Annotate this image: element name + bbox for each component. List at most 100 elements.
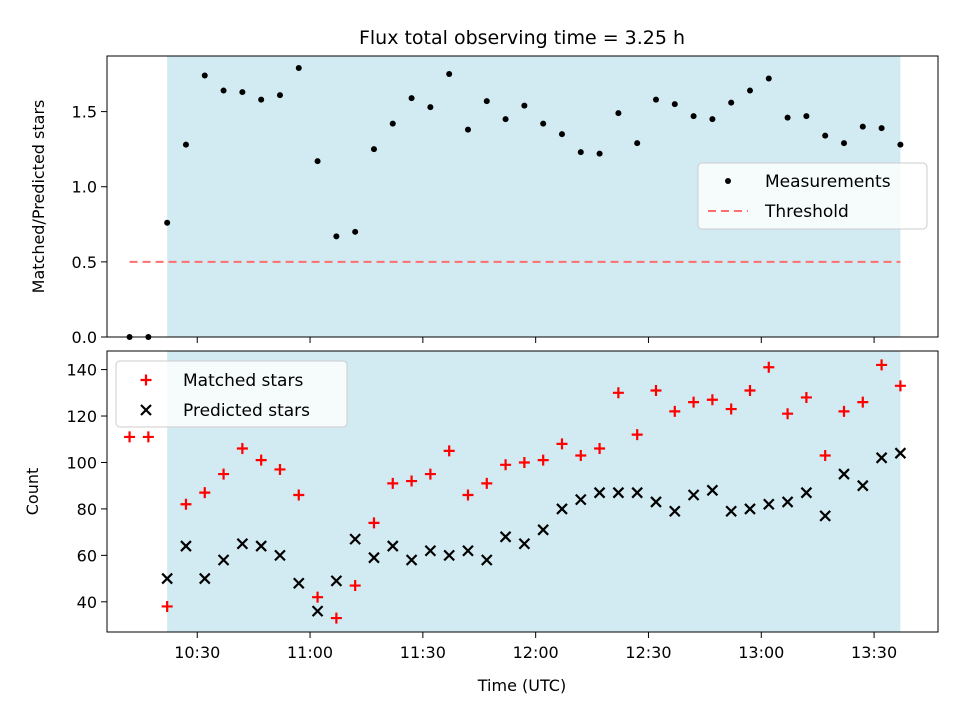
predicted-star-point <box>386 540 399 552</box>
measurement-point <box>671 101 678 108</box>
matched-star-point <box>763 361 775 373</box>
legend-label-measurements: Measurements <box>765 172 891 192</box>
matched-star-point <box>161 600 173 612</box>
legend-marker-measurements <box>725 178 731 184</box>
matched-star-point <box>669 405 681 417</box>
measurement-point <box>164 219 171 226</box>
y-tick-label: 1.5 <box>72 103 97 122</box>
measurement-point <box>897 141 904 148</box>
predicted-star-point <box>518 537 531 550</box>
measurement-point <box>822 132 829 139</box>
matched-star-point <box>218 468 230 480</box>
measurement-point <box>427 104 434 111</box>
measurement-point <box>615 110 622 117</box>
matched-star-point <box>857 396 869 408</box>
measurement-point <box>709 116 716 123</box>
matched-star-point <box>706 394 718 406</box>
predicted-star-point <box>537 524 549 536</box>
predicted-star-point <box>236 537 249 550</box>
matched-star-point <box>387 477 399 489</box>
matched-star-point <box>744 384 756 396</box>
predicted-star-point <box>405 554 418 566</box>
measurement-point <box>201 72 208 79</box>
legend-marker-matched <box>140 374 152 386</box>
predicted-star-point <box>725 505 737 518</box>
matched-star-point <box>255 454 267 466</box>
measurement-point <box>540 120 547 127</box>
matched-star-point <box>612 387 624 399</box>
measurement-point <box>596 150 603 157</box>
predicted-star-point <box>763 498 775 511</box>
x-tick-label: 10:30 <box>174 643 220 662</box>
measurement-point <box>239 89 246 96</box>
measurement-point <box>878 125 885 132</box>
predicted-star-point <box>481 554 493 566</box>
matched-star-point <box>537 454 549 466</box>
predicted-star-point <box>894 447 907 459</box>
matched-star-point <box>199 487 211 499</box>
measurement-point <box>502 116 509 123</box>
predicted-star-point <box>687 489 700 501</box>
predicted-star-point <box>857 479 869 492</box>
count-panel: 40 60 80 100 120 140 10:30 11:00 11:30 12:00 12:30… <box>23 350 939 662</box>
matched-star-point <box>293 489 305 501</box>
matched-star-point <box>312 591 324 603</box>
matched-star-point <box>838 405 850 417</box>
measurement-point <box>521 102 528 109</box>
predicted-star-point <box>744 503 756 515</box>
axes-frame <box>106 55 939 338</box>
measurement-point <box>859 123 866 130</box>
y-tick-label: 120 <box>66 407 97 426</box>
matched-star-point <box>782 408 794 420</box>
predicted-star-point <box>292 577 305 590</box>
measurement-point <box>558 131 565 138</box>
measurement-point <box>784 114 791 121</box>
y-tick-label: 0.5 <box>72 253 97 272</box>
y-tick-label: 80 <box>77 500 97 519</box>
legend-box <box>115 360 348 428</box>
measurement-point <box>840 140 847 147</box>
matched-star-point <box>575 450 587 462</box>
matched-star-point <box>349 580 361 592</box>
legend: Measurements Threshold <box>697 162 928 230</box>
legend-box <box>697 162 928 230</box>
x-tick-label: 13:30 <box>851 643 897 662</box>
measurement-point <box>182 141 189 148</box>
y-tick-label: 1.0 <box>72 178 97 197</box>
measurement-point <box>333 233 340 240</box>
predicted-star-point <box>443 549 455 562</box>
legend-label-predicted: Predicted stars <box>183 401 310 421</box>
matched-star-point <box>481 477 493 489</box>
predicted-star-point <box>349 533 361 545</box>
x-tick-label: 13:00 <box>738 643 784 662</box>
predicted-star-point <box>706 484 719 497</box>
predicted-star-point <box>161 572 173 585</box>
measurement-point <box>746 87 753 94</box>
predicted-star-point <box>180 540 192 552</box>
y-tick-label: 140 <box>66 361 97 380</box>
predicted-star-point <box>781 496 794 508</box>
matched-star-point <box>800 391 812 403</box>
matched-star-point <box>462 489 474 501</box>
predicted-star-point <box>669 505 681 518</box>
measurement-point <box>408 95 415 102</box>
legend-label-threshold: Threshold <box>764 202 849 222</box>
ratio-panel: 0.0 0.5 1.0 1.5 Matched/Predicted stars Measu… <box>29 55 939 347</box>
matched-star-point <box>142 431 154 443</box>
measurement-point <box>634 140 641 147</box>
predicted-star-point <box>819 510 831 522</box>
y-axis-label: Count <box>23 468 42 516</box>
chart-title: Flux total observing time = 3.25 h <box>359 27 685 49</box>
measurement-point <box>464 126 471 133</box>
measurement-point <box>690 113 697 120</box>
predicted-star-point <box>330 575 343 587</box>
legend: Matched stars Predicted stars <box>115 360 348 428</box>
measurement-point <box>389 120 396 127</box>
y-tick-label: 0.0 <box>72 328 97 347</box>
matched-star-point <box>406 475 418 487</box>
matched-star-point <box>330 612 342 624</box>
measurement-point <box>370 146 377 153</box>
measurement-point <box>652 96 659 103</box>
measurement-point <box>258 96 265 103</box>
